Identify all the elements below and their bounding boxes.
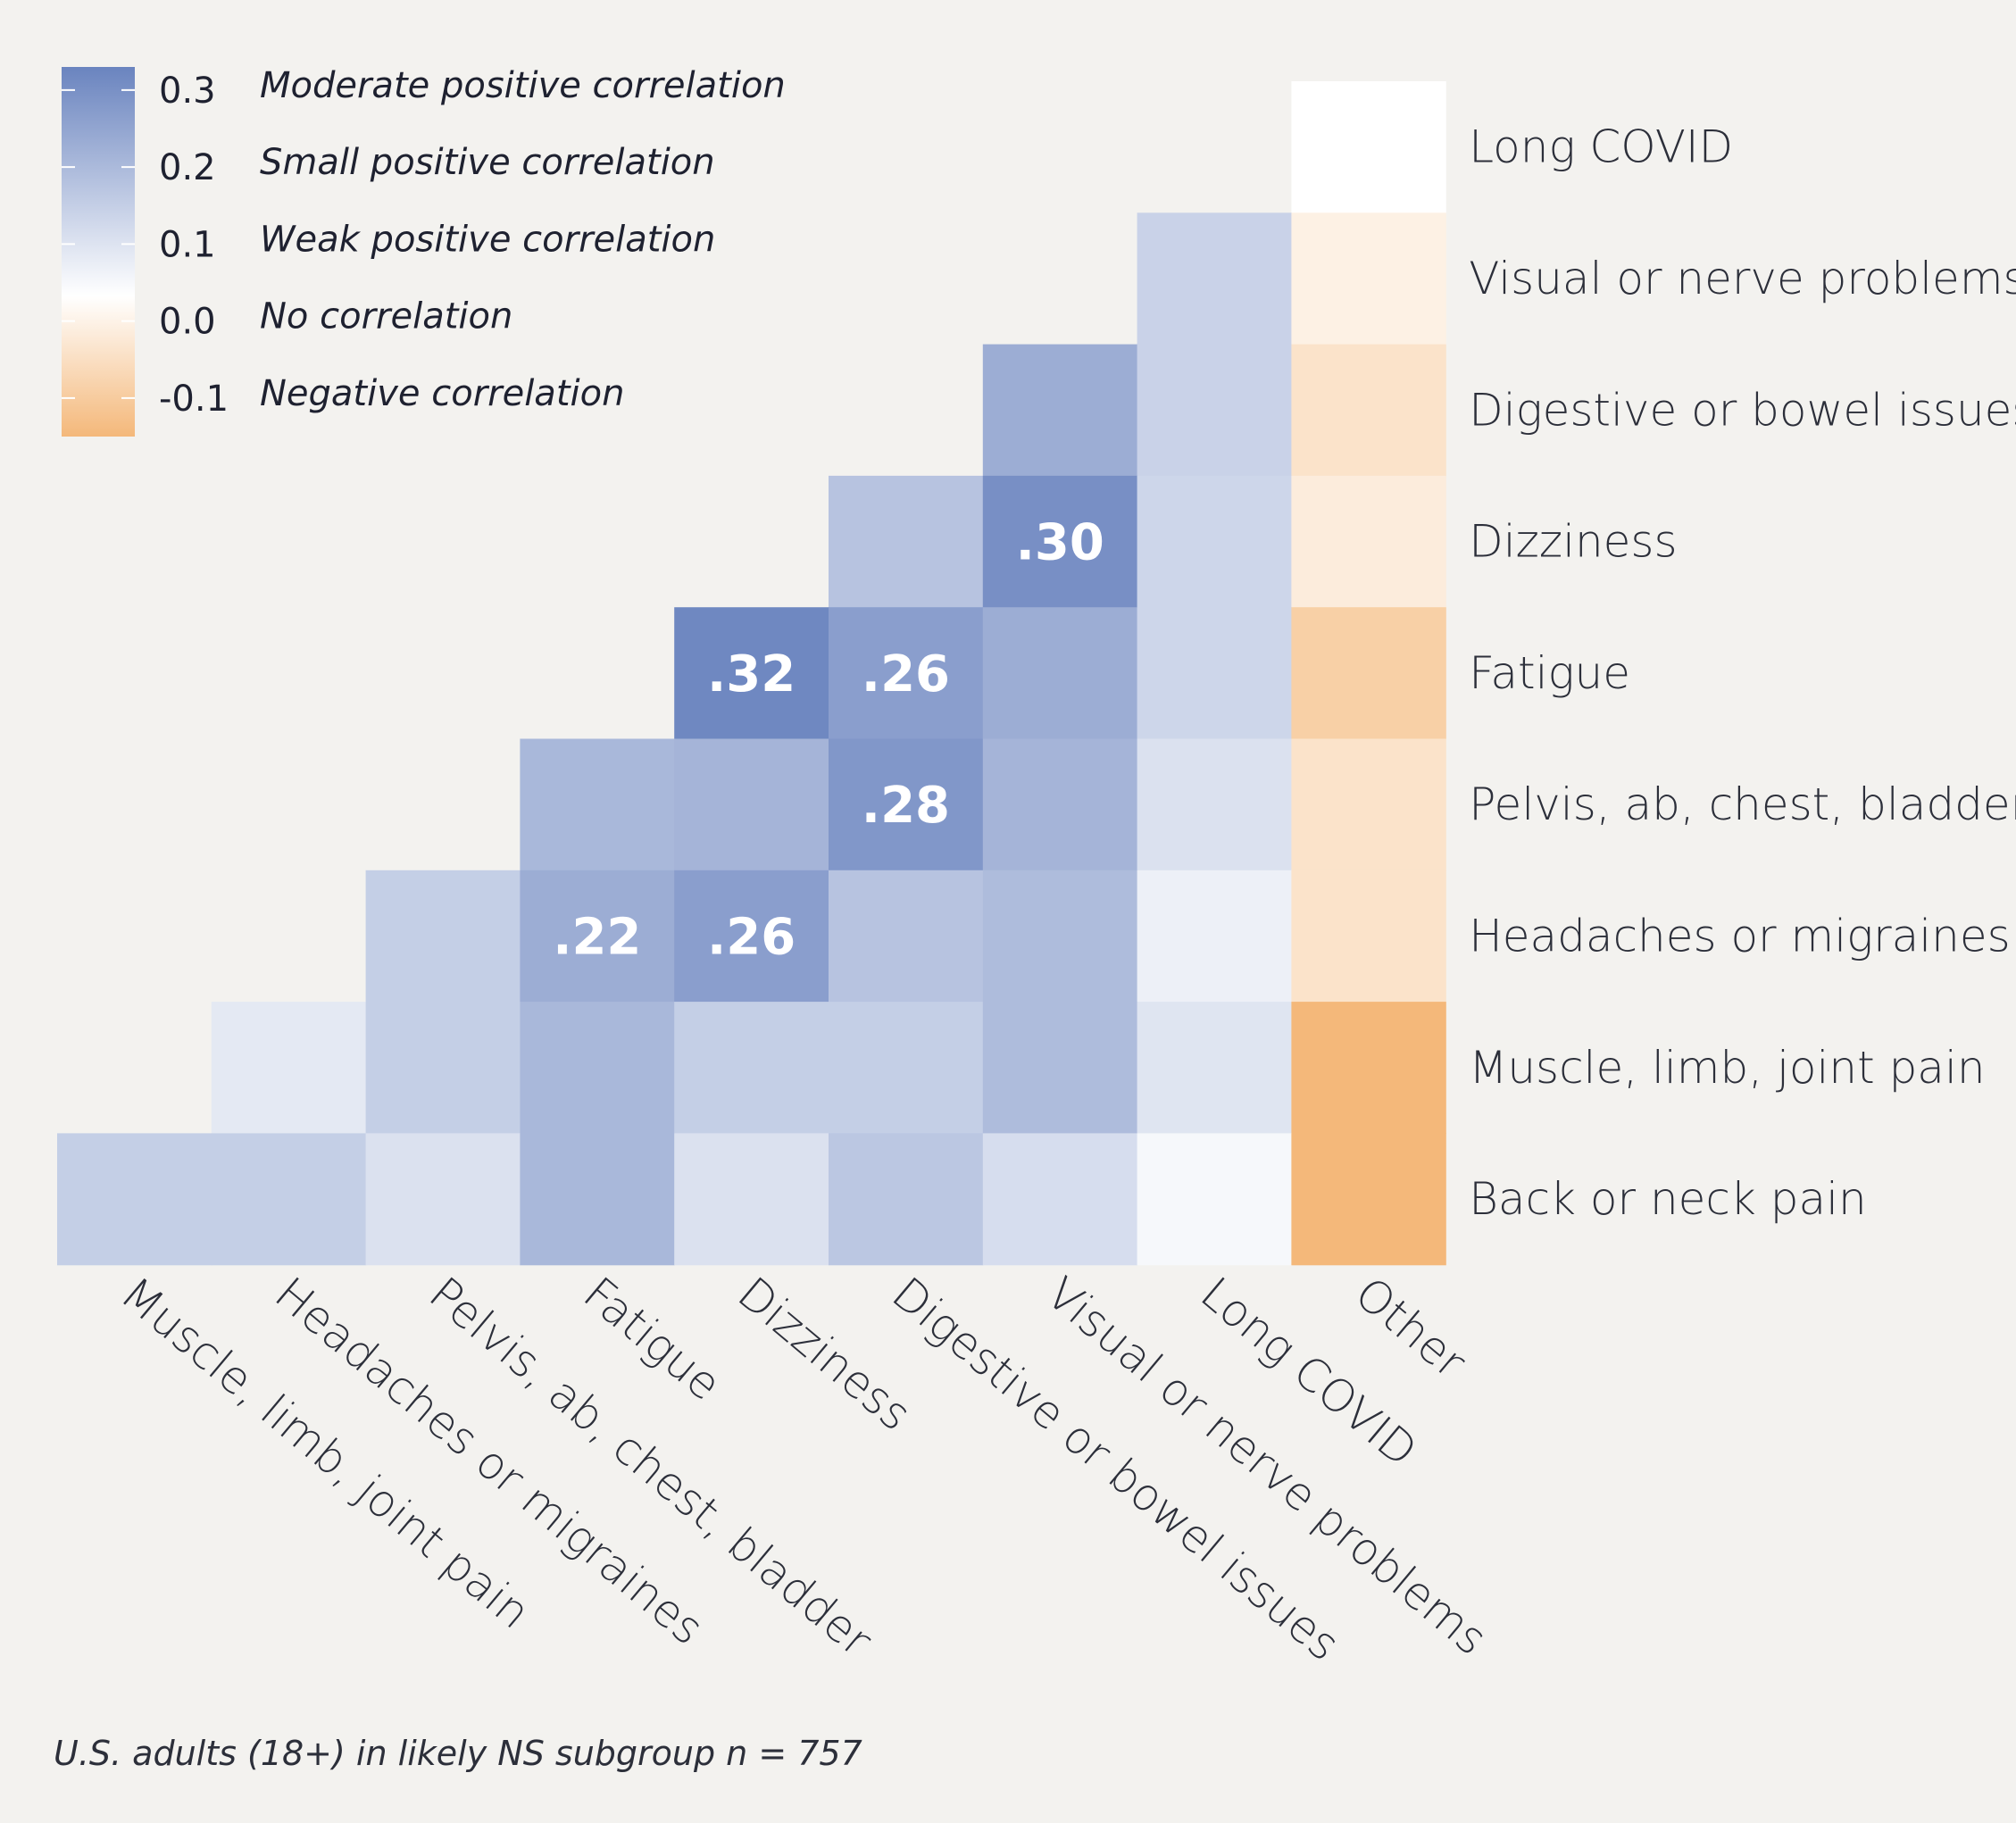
heatmap-cell bbox=[365, 1002, 521, 1134]
legend-value: 0.3 bbox=[159, 71, 216, 112]
legend-value: -0.1 bbox=[159, 379, 229, 420]
legend-value: 0.2 bbox=[159, 147, 216, 188]
legend-value: 0.1 bbox=[159, 224, 216, 265]
heatmap-cell bbox=[211, 1002, 367, 1134]
heatmap-cell bbox=[674, 870, 829, 1003]
footnote: U.S. adults (18+) in likely NS subgroup … bbox=[54, 1734, 862, 1773]
heatmap-cell bbox=[1291, 1133, 1446, 1266]
heatmap-cell bbox=[829, 738, 984, 871]
heatmap-cell bbox=[520, 738, 675, 871]
legend-color-bar bbox=[62, 67, 135, 437]
legend-entries: 0.3 Moderate positive correlation 0.2 Small… bbox=[159, 65, 786, 420]
heatmap-cell bbox=[1137, 607, 1292, 740]
heatmap-cell bbox=[1137, 475, 1292, 608]
row-label: Fatigue bbox=[1469, 647, 1630, 699]
row-label: Pelvis, ab, chest, bladder bbox=[1469, 778, 2016, 830]
heatmap-cell bbox=[520, 870, 675, 1003]
legend-value: 0.0 bbox=[159, 302, 216, 343]
heatmap-cell bbox=[982, 607, 1138, 740]
heatmap-cell bbox=[520, 1002, 675, 1134]
heatmap-cell bbox=[674, 607, 829, 740]
row-label: Back or neck pain bbox=[1469, 1173, 1867, 1225]
heatmap-cell bbox=[1291, 212, 1446, 345]
legend: 0.3 Moderate positive correlation 0.2 Small… bbox=[62, 65, 786, 437]
heatmap-cell bbox=[1137, 870, 1292, 1003]
heatmap-cell-labels: .30 .32 .26 .28 .22 .26 bbox=[553, 514, 1104, 967]
cell-value-label: .28 bbox=[862, 777, 950, 835]
heatmap-cell bbox=[211, 1133, 367, 1266]
row-label: Headaches or migraines bbox=[1469, 910, 2011, 961]
heatmap-cell bbox=[1137, 212, 1292, 345]
heatmap-cell bbox=[520, 1133, 675, 1266]
cell-value-label: .22 bbox=[553, 908, 641, 966]
heatmap-cell bbox=[1291, 607, 1446, 740]
row-label: Dizziness bbox=[1469, 516, 1677, 568]
heatmap-cell bbox=[829, 1002, 984, 1134]
row-label: Muscle, limb, joint pain bbox=[1469, 1042, 1985, 1094]
column-label: Other bbox=[1345, 1267, 1476, 1388]
heatmap-cell bbox=[982, 1002, 1138, 1134]
heatmap-cells bbox=[57, 81, 1446, 1266]
legend-ticks bbox=[62, 88, 135, 399]
heatmap-cell bbox=[674, 738, 829, 871]
heatmap-cell bbox=[1291, 475, 1446, 608]
heatmap-cell bbox=[57, 1133, 212, 1266]
heatmap-cell bbox=[1291, 81, 1446, 213]
cell-value-label: .26 bbox=[862, 645, 950, 703]
heatmap-cell bbox=[982, 475, 1138, 608]
heatmap-cell bbox=[829, 870, 984, 1003]
cell-value-label: .30 bbox=[1016, 514, 1104, 572]
heatmap-cell bbox=[1137, 738, 1292, 871]
heatmap-cell bbox=[1291, 870, 1446, 1003]
cell-value-label: .32 bbox=[707, 645, 796, 703]
heatmap-cell bbox=[829, 475, 984, 608]
legend-description: Small positive correlation bbox=[260, 142, 715, 183]
legend-description: Moderate positive correlation bbox=[260, 65, 786, 106]
heatmap-cell bbox=[982, 738, 1138, 871]
row-label: Digestive or bowel issues bbox=[1469, 384, 2016, 436]
heatmap-cell bbox=[365, 870, 521, 1003]
legend-description: Negative correlation bbox=[260, 373, 624, 414]
heatmap-cell bbox=[365, 1133, 521, 1266]
row-label: Long COVID bbox=[1469, 121, 1733, 173]
heatmap-cell bbox=[982, 1133, 1138, 1266]
heatmap-cell bbox=[1291, 1002, 1446, 1134]
heatmap-cell bbox=[1291, 738, 1446, 871]
heatmap-cell bbox=[1291, 344, 1446, 477]
heatmap-cell bbox=[674, 1133, 829, 1266]
row-labels: Long COVID Visual or nerve problems Digest… bbox=[1469, 121, 2016, 1225]
heatmap-cell bbox=[1137, 344, 1292, 477]
heatmap-cell bbox=[829, 607, 984, 740]
heatmap-cell bbox=[1137, 1002, 1292, 1134]
cell-value-label: .26 bbox=[707, 908, 796, 966]
legend-description: No correlation bbox=[260, 296, 512, 337]
heatmap-cell bbox=[982, 870, 1138, 1003]
heatmap-cell bbox=[1137, 1133, 1292, 1266]
heatmap-cell bbox=[982, 344, 1138, 477]
legend-description: Weak positive correlation bbox=[260, 219, 715, 260]
row-label: Visual or nerve problems bbox=[1469, 253, 2016, 304]
heatmap-cell bbox=[674, 1002, 829, 1134]
heatmap-cell bbox=[829, 1133, 984, 1266]
column-label: Dizziness bbox=[728, 1267, 921, 1440]
